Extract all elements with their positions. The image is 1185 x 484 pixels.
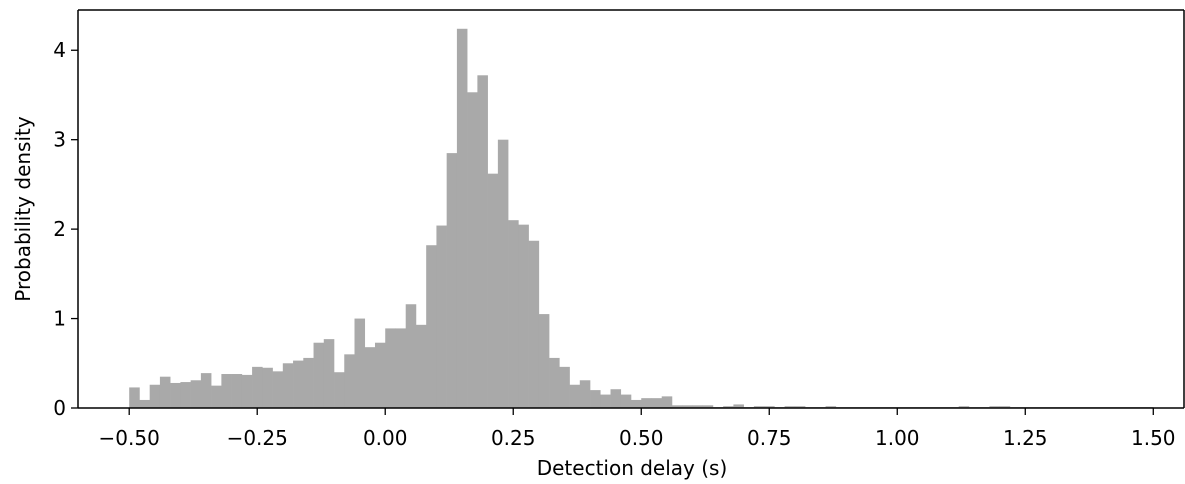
histogram-bar (497, 139, 509, 408)
x-axis-ticks: −0.50 −0.25 0.00 0.25 0.50 0.75 1.00 1.25 1.50 (99, 408, 1176, 450)
histogram-bar (129, 387, 140, 408)
histogram-bar (651, 398, 663, 408)
histogram-bar (702, 405, 714, 408)
histogram-bar (723, 406, 734, 408)
x-tick-label: 1.00 (875, 426, 920, 450)
histogram-bar (272, 371, 284, 408)
histogram-bar (528, 240, 540, 408)
histogram-bar (989, 406, 1000, 408)
histogram-bars (129, 28, 1154, 409)
histogram-bar (467, 92, 478, 409)
histogram-bar (170, 382, 181, 408)
histogram-bar (374, 342, 386, 408)
y-tick-label: 0 (53, 396, 66, 420)
histogram-bar (354, 318, 366, 408)
histogram-bar (508, 220, 519, 408)
histogram-bar (671, 405, 683, 408)
histogram-bar (631, 399, 642, 408)
histogram-bar (569, 384, 581, 408)
histogram-bar (600, 394, 611, 408)
histogram-bar (323, 339, 335, 408)
x-tick-label: 1.25 (1003, 426, 1048, 450)
x-tick-label: 0.50 (619, 426, 664, 450)
histogram-bar (538, 314, 550, 408)
histogram-bar (180, 382, 191, 408)
histogram-bar (200, 373, 212, 408)
histogram-bar (426, 245, 437, 408)
histogram-bar (487, 173, 499, 408)
histogram-bar (385, 328, 396, 408)
axes-frame (77, 9, 1185, 409)
histogram-bar (764, 406, 775, 408)
histogram-bar (262, 367, 273, 408)
x-tick-label: 0.00 (363, 426, 408, 450)
histogram-bar (620, 394, 632, 408)
histogram-bar (415, 324, 427, 408)
histogram-bar (579, 380, 591, 408)
histogram-bar (231, 374, 243, 408)
histogram-bar (999, 406, 1011, 408)
histogram-bar (221, 374, 232, 408)
histogram-bar (405, 304, 417, 408)
histogram-bar (293, 360, 304, 408)
histogram-bar (252, 366, 263, 408)
histogram-bar (211, 385, 222, 408)
histogram-bar (456, 28, 468, 409)
x-axis-title: Detection delay (s) (537, 456, 728, 480)
histogram-bar (559, 366, 570, 408)
histogram-bar (682, 405, 693, 408)
histogram-bar (590, 390, 601, 408)
histogram-bar (784, 406, 796, 408)
y-tick-label: 3 (53, 128, 66, 152)
histogram-bar (518, 224, 529, 408)
histogram-bar (446, 153, 458, 408)
y-axis-title: Probability density (11, 116, 35, 302)
x-tick-label: 0.75 (747, 426, 792, 450)
histogram-bar (692, 405, 703, 408)
x-tick-label: −0.50 (99, 426, 160, 450)
y-tick-label: 1 (53, 307, 66, 331)
histogram-bar (641, 398, 652, 408)
histogram-bar (190, 380, 202, 408)
histogram-bar (159, 376, 171, 408)
histogram-bar (282, 363, 294, 408)
histogram-bar (436, 225, 447, 408)
histogram-bar (753, 406, 765, 408)
histogram-bar (661, 396, 673, 408)
histogram-bar (610, 389, 622, 408)
x-tick-label: 1.50 (1131, 426, 1176, 450)
histogram-bar (241, 374, 253, 408)
histogram-bar (344, 354, 355, 408)
histogram-bar (139, 399, 150, 408)
histogram-bar (395, 328, 407, 408)
histogram-bar (149, 384, 161, 408)
y-tick-label: 2 (53, 217, 66, 241)
histogram-bar (477, 75, 488, 408)
histogram-bar (334, 372, 345, 408)
histogram-bar (364, 347, 376, 408)
x-tick-label: −0.25 (227, 426, 288, 450)
histogram-bar (958, 406, 970, 408)
histogram-bar (313, 342, 325, 408)
histogram-bar (303, 357, 314, 408)
histogram-bar (733, 404, 744, 408)
x-tick-label: 0.25 (491, 426, 536, 450)
y-axis-ticks: 0 1 2 3 4 (53, 38, 78, 420)
histogram-bar (794, 406, 806, 408)
histogram-bar (825, 406, 837, 408)
histogram-bar (549, 357, 560, 408)
y-tick-label: 4 (53, 38, 66, 62)
